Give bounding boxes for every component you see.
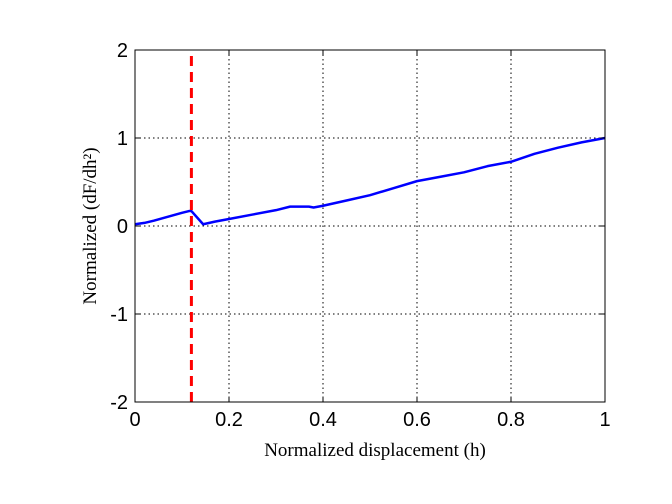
x-tick-label: 0.6 <box>403 409 431 431</box>
tick-marks <box>134 49 606 403</box>
y-tick-label: 2 <box>117 40 128 62</box>
y-tick-label: 1 <box>117 128 128 150</box>
series-layer <box>134 50 606 402</box>
x-tick-label: 0.8 <box>497 409 525 431</box>
x-tick-label: 0.2 <box>215 409 243 431</box>
y-tick-label: -1 <box>110 304 128 326</box>
x-tick-label: 0.4 <box>309 409 337 431</box>
tick-labels: 0 0.2 0.4 0.6 0.8 1 -2 -1 0 1 2 <box>110 40 610 431</box>
x-axis-title: Normalized displacement (h) <box>264 440 486 461</box>
y-axis-title: Normalized (dF/dh²) <box>80 147 101 304</box>
data-series-line <box>134 136 606 226</box>
y-tick-label: -2 <box>110 392 128 414</box>
x-tick-label: 0 <box>129 409 140 431</box>
y-tick-label: 0 <box>117 216 128 238</box>
grid-lines <box>135 50 605 402</box>
x-tick-label: 1 <box>599 409 610 431</box>
